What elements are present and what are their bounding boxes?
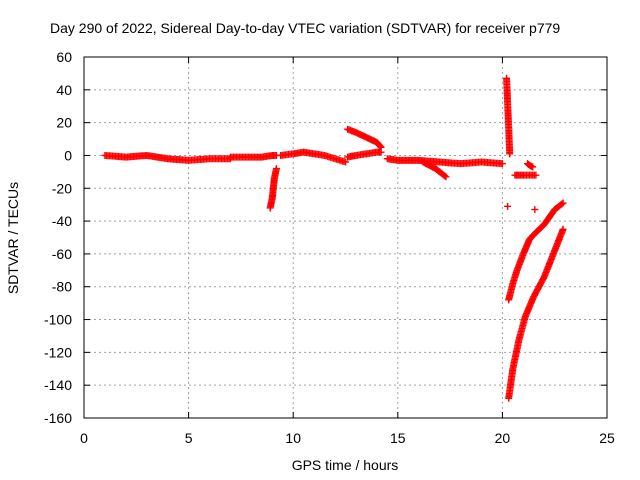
y-tick-label: -60 [52, 246, 72, 262]
data-point [441, 172, 449, 180]
x-tick-label: 20 [495, 430, 511, 446]
chart-title: Day 290 of 2022, Sidereal Day-to-day VTE… [50, 20, 560, 36]
data-point [504, 202, 512, 210]
data-point [498, 160, 506, 168]
y-axis-label: SDTVAR / TECUs [5, 182, 21, 294]
axis-ticks: 0 5 10 15 20 25 60 40 20 0 -20 -40 -60 -80 -100 -120 -14… [44, 49, 615, 446]
y-tick-label: -100 [44, 312, 72, 328]
y-tick-label: -80 [52, 279, 72, 295]
y-tick-label: 0 [64, 147, 72, 163]
y-tick-label: 20 [56, 115, 72, 131]
data-point [559, 199, 567, 207]
data-point [558, 200, 566, 208]
y-tick-label: -120 [44, 344, 72, 360]
y-tick-label: -140 [44, 377, 72, 393]
y-tick-label: -40 [52, 213, 72, 229]
data-point [442, 173, 450, 181]
x-tick-label: 15 [390, 430, 406, 446]
data-points [101, 74, 567, 402]
plot-frame [83, 56, 608, 419]
x-axis-label: GPS time / hours [292, 457, 399, 473]
data-point [531, 206, 539, 214]
data-point [377, 148, 385, 156]
data-point [342, 158, 349, 166]
data-point [272, 165, 280, 173]
x-tick-label: 5 [185, 430, 193, 446]
data-point [506, 150, 514, 158]
x-tick-label: 25 [599, 430, 615, 446]
data-point [559, 225, 567, 233]
data-point [532, 171, 540, 179]
y-tick-label: 60 [56, 49, 72, 65]
data-point [529, 163, 537, 171]
y-tick-label: -20 [52, 180, 72, 196]
y-tick-label: 40 [56, 82, 72, 98]
y-tick-label: -160 [44, 410, 72, 426]
x-tick-label: 0 [80, 430, 88, 446]
data-point [376, 142, 384, 150]
x-tick-label: 10 [285, 430, 301, 446]
